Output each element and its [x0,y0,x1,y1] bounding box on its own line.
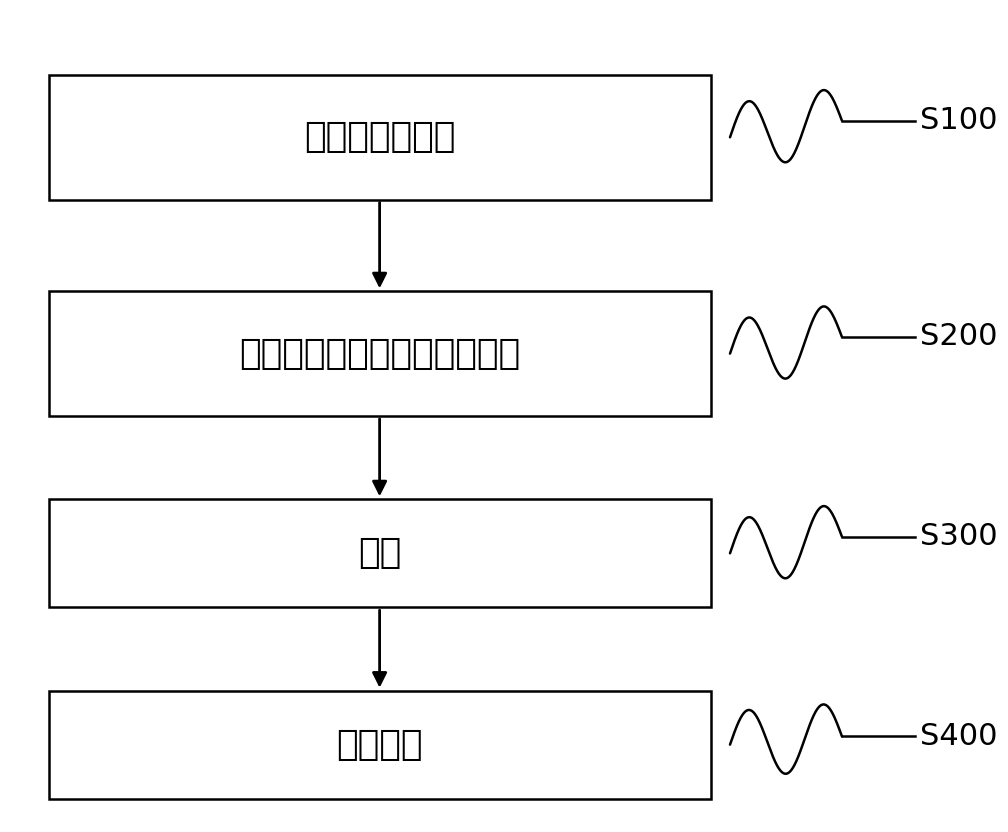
Bar [48,691,711,799]
Bar [48,75,711,200]
Text: S200: S200 [920,323,997,351]
Text: 对粗钨酸铵溶液进行净化处理: 对粗钨酸铵溶液进行净化处理 [239,337,520,370]
Text: S300: S300 [920,522,998,551]
Bar [48,291,711,416]
Bar [48,499,711,607]
Text: 过滤: 过滤 [358,537,401,570]
Text: 蒸发结晶: 蒸发结晶 [337,728,422,761]
Text: 活性炭粉前处理: 活性炭粉前处理 [304,121,456,154]
Text: S100: S100 [920,106,997,135]
Text: S400: S400 [920,722,997,750]
